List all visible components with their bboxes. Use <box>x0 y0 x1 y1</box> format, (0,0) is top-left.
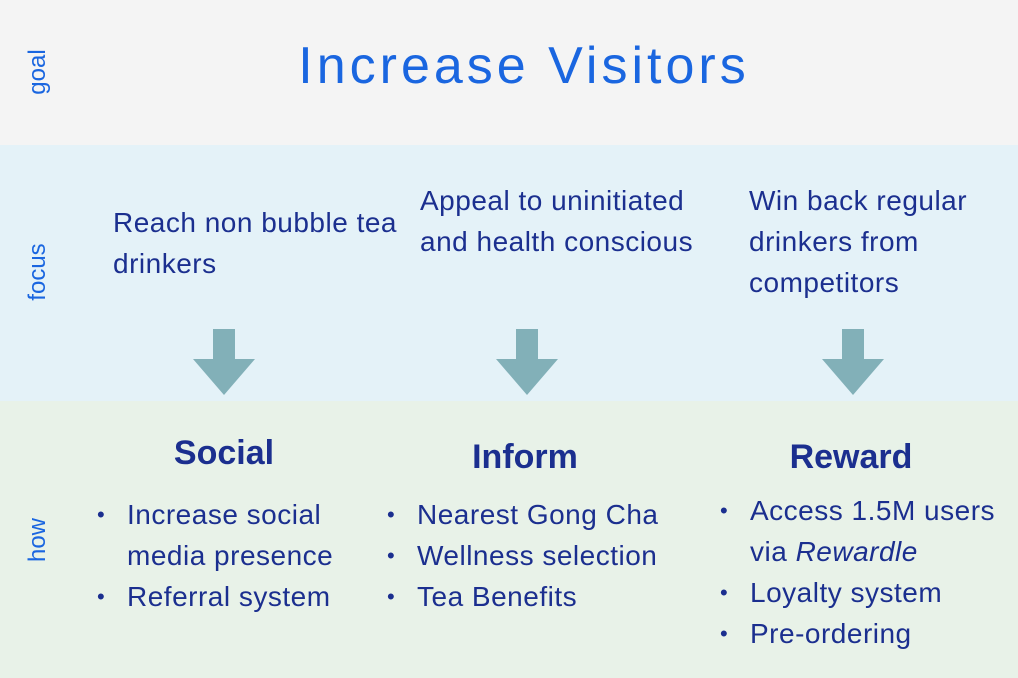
bullet-icon: • <box>720 498 729 523</box>
bullet-text: Access 1.5M users via <box>750 495 996 567</box>
rewardle-brand-text: Rewardle <box>795 536 918 567</box>
down-arrow-icon <box>193 329 255 395</box>
bullet-text: Tea Benefits <box>417 581 578 612</box>
bullet-icon: • <box>387 502 396 527</box>
goal-title: Increase Visitors <box>298 37 750 95</box>
bullet-icon: • <box>387 584 396 609</box>
bullet-text: Nearest Gong Cha <box>417 499 659 530</box>
how-title-reward: Reward <box>789 438 913 476</box>
how-title-inform: Inform <box>472 438 578 476</box>
bullet-item: • Nearest Gong Cha <box>387 494 687 535</box>
focus-text-reach: Reach non bubble tea drinkers <box>113 207 397 279</box>
goal-band <box>0 0 1018 145</box>
down-arrow-icon <box>822 329 884 395</box>
bullet-text: Loyalty system <box>750 577 943 608</box>
social-bullet-list: • Increase social media presence • Referra… <box>97 494 397 617</box>
focus-text-appeal: Appeal to uninitiated and health conscio… <box>420 185 694 257</box>
bullet-item: • Access 1.5M users via Rewardle <box>720 490 1018 572</box>
bullet-icon: • <box>720 621 729 646</box>
bullet-icon: • <box>97 584 106 609</box>
bullet-text: Increase social media presence <box>127 499 334 571</box>
bullet-icon: • <box>387 543 396 568</box>
inform-bullet-list: • Nearest Gong Cha • Wellness selection • T… <box>387 494 687 617</box>
down-arrow-icon <box>496 329 558 395</box>
focus-text-win-back: Win back regular drinkers from competito… <box>749 185 968 298</box>
bullet-item: • Pre-ordering <box>720 613 1018 654</box>
bullet-item: • Increase social media presence <box>97 494 397 576</box>
bullet-item: • Referral system <box>97 576 397 617</box>
bullet-text: Wellness selection <box>417 540 658 571</box>
bullet-item: • Loyalty system <box>720 572 1018 613</box>
how-title-social: Social <box>173 434 275 472</box>
bullet-item: • Tea Benefits <box>387 576 687 617</box>
bullet-icon: • <box>720 580 729 605</box>
reward-bullet-list: • Access 1.5M users via Rewardle • Loyalty… <box>720 490 1018 654</box>
bullet-text: Pre-ordering <box>750 618 912 649</box>
bullet-item: • Wellness selection <box>387 535 687 576</box>
bullet-text: Referral system <box>127 581 331 612</box>
focus-row-label: focus <box>24 243 51 301</box>
bullet-icon: • <box>97 502 106 527</box>
how-row-label: how <box>24 517 51 563</box>
how-band <box>0 401 1018 678</box>
